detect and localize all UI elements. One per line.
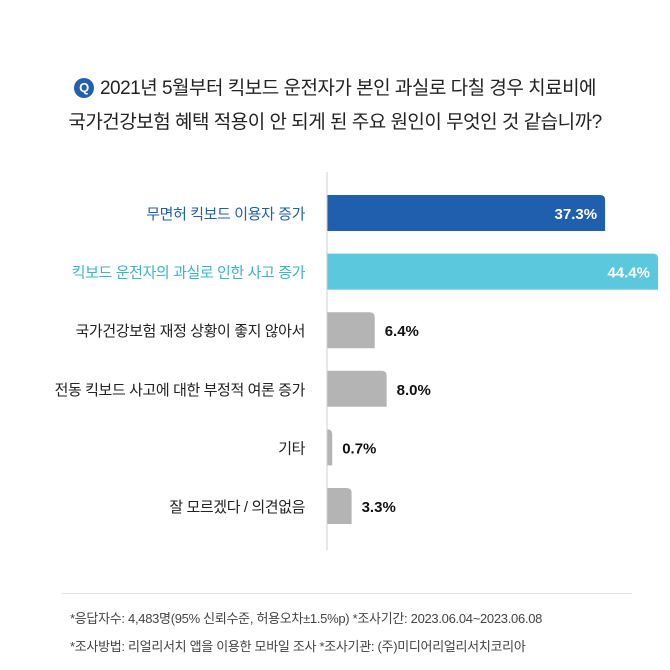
question-badge-icon: Q bbox=[73, 78, 94, 98]
value-label: 44.4% bbox=[607, 265, 650, 282]
value-label: 0.7% bbox=[342, 440, 376, 457]
category-label: 국가건강보험 재정 상황이 좋지 않아서 bbox=[76, 323, 305, 340]
bar bbox=[327, 429, 333, 466]
bar bbox=[327, 370, 387, 407]
value-label: 6.4% bbox=[385, 323, 419, 340]
question: Q 2021년 5월부터 킥보드 운전자가 본인 과실로 다칠 경우 치료비에 국… bbox=[0, 72, 670, 140]
divider bbox=[62, 593, 632, 594]
value-label: 3.3% bbox=[362, 499, 396, 516]
bar bbox=[327, 312, 375, 349]
category-label: 기타 bbox=[278, 440, 305, 457]
category-label: 전동 킥보드 사고에 대한 부정적 여론 증가 bbox=[55, 382, 306, 399]
value-label: 37.3% bbox=[555, 206, 598, 223]
question-line-1: 2021년 5월부터 킥보드 운전자가 본인 과실로 다칠 경우 치료비에 bbox=[99, 78, 597, 99]
bar bbox=[327, 195, 606, 231]
bar bbox=[327, 253, 658, 290]
bar bbox=[327, 488, 352, 524]
note-respondents: *응답자수: 4,483명(95% 신뢰수준, 허용오차±1.5%p) *조사기… bbox=[70, 611, 543, 626]
category-label: 킥보드 운전자의 과실로 인한 사고 증가 bbox=[72, 265, 306, 282]
question-line-2: 국가건강보험 혜택 적용이 안 되게 된 주요 원인이 무엇인 것 같습니까? bbox=[68, 112, 602, 133]
note-method: *조사방법: 리얼리서치 앱을 이용한 모바일 조사 *조사기관: (주)미디어… bbox=[70, 639, 526, 654]
category-label: 잘 모르겠다 / 의견없음 bbox=[169, 499, 305, 516]
value-label: 8.0% bbox=[397, 382, 431, 399]
category-label: 무면허 킥보드 이용자 증가 bbox=[146, 206, 305, 223]
